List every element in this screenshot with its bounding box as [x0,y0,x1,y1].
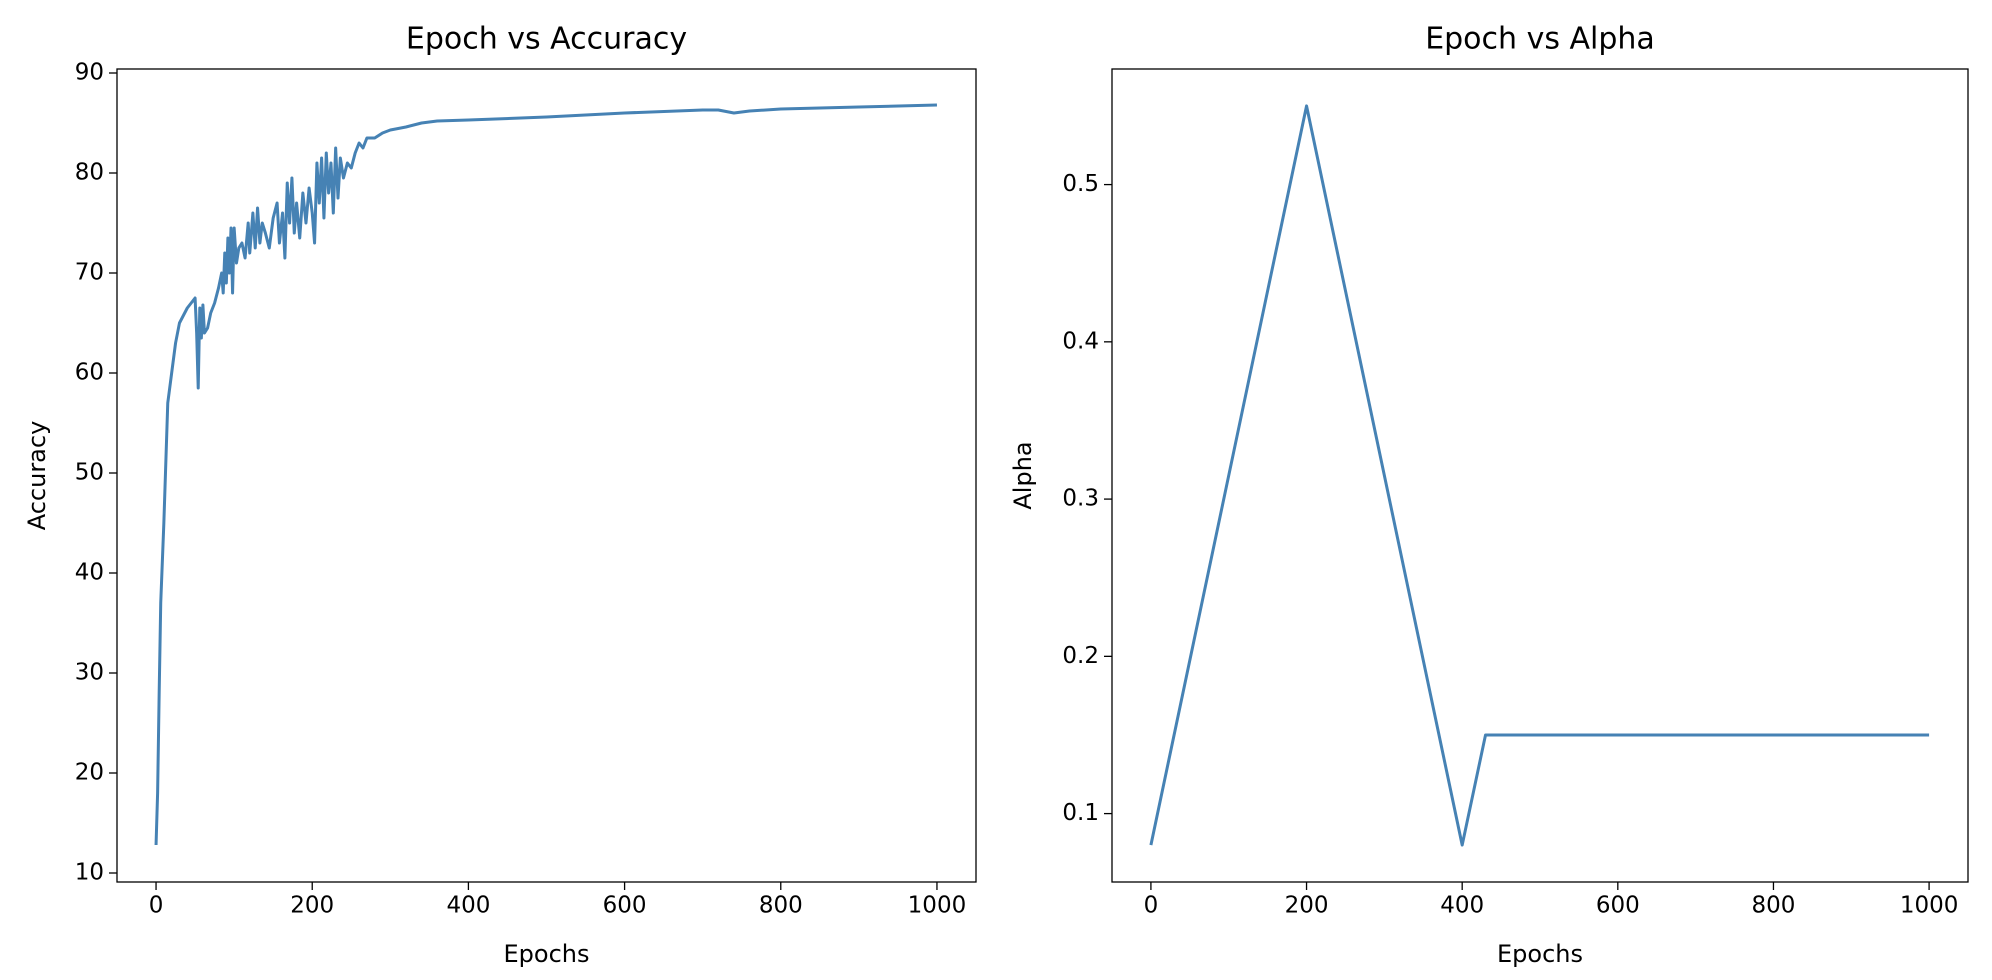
y-tick-label: 0.5 [1062,171,1099,197]
y-axis-label: Accuracy [23,421,51,531]
x-tick-label: 1000 [908,893,967,919]
x-tick-label: 1000 [1900,893,1959,919]
plot-frame [1111,68,1969,883]
x-axis-label: Epochs [1497,940,1583,968]
y-tick-label: 10 [75,860,104,886]
y-tick-label: 90 [75,60,104,86]
x-tick-label: 0 [1144,893,1159,919]
x-axis-label: Epochs [504,940,590,968]
x-tick-label: 600 [1596,893,1640,919]
x-tick-label: 400 [1440,893,1484,919]
data-line [1149,104,1930,847]
x-tick-label: 200 [290,893,334,919]
y-tick-label: 0.2 [1062,643,1099,669]
plot-frame [116,68,977,883]
y-tick-label: 50 [75,460,104,486]
chart-title: Epoch vs Alpha [1425,22,1655,57]
y-tick-label: 60 [75,360,104,386]
y-tick-label: 0.4 [1062,328,1099,354]
y-tick-label: 30 [75,660,104,686]
x-tick-label: 0 [149,893,164,919]
y-tick-label: 40 [75,560,104,586]
x-tick-label: 800 [759,893,803,919]
x-tick-label: 600 [603,893,647,919]
y-tick-label: 70 [75,260,104,286]
x-tick-label: 800 [1752,893,1796,919]
data-line [154,103,937,846]
y-axis-label: Alpha [1009,441,1037,509]
chart-title: Epoch vs Accuracy [406,22,687,57]
y-tick-label: 0.3 [1062,486,1099,512]
x-tick-label: 400 [446,893,490,919]
y-tick-label: 80 [75,160,104,186]
y-tick-label: 0.1 [1062,800,1099,826]
y-tick-label: 20 [75,760,104,786]
x-tick-label: 200 [1285,893,1329,919]
